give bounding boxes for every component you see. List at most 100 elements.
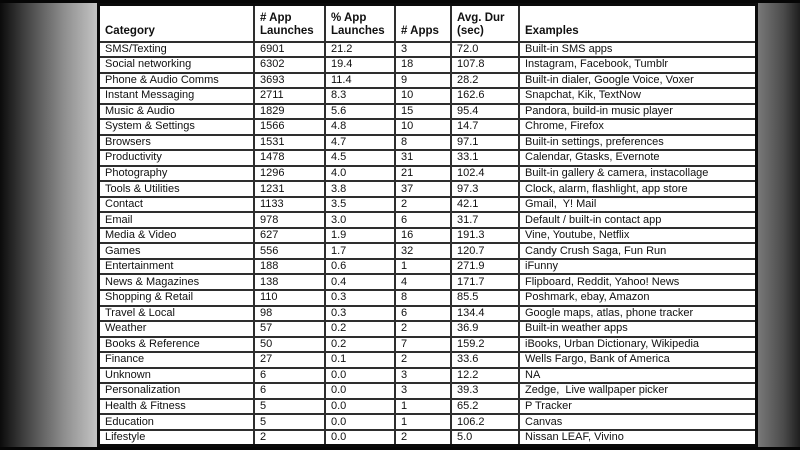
cell-num_apps: 8	[394, 289, 452, 307]
table-row: Email 978 3.0 6 31.7 Default / built-in conta…	[97, 211, 758, 229]
table-header: Category # App Launches% App Launches # Ap…	[97, 3, 758, 43]
cell-examples: Google maps, atlas, phone tracker	[518, 304, 758, 323]
cell-category: SMS/Texting	[97, 40, 255, 59]
cell-avg_dur: 134.4	[450, 304, 520, 323]
cell-category: Books & Reference	[97, 335, 255, 354]
col-header-app_launches: # App Launches	[253, 3, 326, 43]
table-row: Unknown 6 0.0 3 12.2 NA	[97, 366, 758, 385]
cell-examples: NA	[518, 366, 758, 385]
letterbox-bottom	[0, 447, 800, 450]
table-row: Finance 27 0.1 2 33.6 Wells Fargo, Bank of Am…	[97, 351, 758, 369]
cell-examples: Chrome, Firefox	[518, 118, 758, 136]
cell-app_launches: 1478	[253, 149, 326, 167]
cell-app_launches: 1231	[253, 180, 326, 198]
cell-examples: Gmail, Y! Mail	[518, 195, 758, 214]
cell-avg_dur: 102.4	[450, 164, 520, 183]
cell-app_launches: 1133	[253, 195, 326, 214]
cell-avg_dur: 106.2	[450, 413, 520, 431]
table-row: Education 5 0.0 1 106.2 Canvas	[97, 413, 758, 431]
cell-avg_dur: 33.6	[450, 351, 520, 369]
cell-examples: Default / built-in contact app	[518, 211, 758, 229]
cell-pct_launches: 4.8	[324, 118, 396, 136]
cell-avg_dur: 191.3	[450, 226, 520, 245]
cell-examples: Built-in dialer, Google Voice, Voxer	[518, 71, 758, 90]
cell-category: Media & Video	[97, 226, 255, 245]
cell-avg_dur: 271.9	[450, 257, 520, 276]
cell-num_apps: 8	[394, 133, 452, 152]
cell-examples: iBooks, Urban Dictionary, Wikipedia	[518, 335, 758, 354]
cell-category: Weather	[97, 320, 255, 338]
cell-category: Photography	[97, 164, 255, 183]
cell-pct_launches: 3.5	[324, 195, 396, 214]
cell-pct_launches: 0.0	[324, 428, 396, 447]
cell-num_apps: 32	[394, 242, 452, 260]
cell-num_apps: 3	[394, 366, 452, 385]
table-row: Media & Video 627 1.9 16 191.3 Vine, Youtube,…	[97, 226, 758, 245]
cell-examples: Canvas	[518, 413, 758, 431]
cell-pct_launches: 3.0	[324, 211, 396, 229]
table-row: Contact 1133 3.5 2 42.1 Gmail, Y! Mail	[97, 195, 758, 214]
cell-category: Unknown	[97, 366, 255, 385]
cell-num_apps: 31	[394, 149, 452, 167]
cell-avg_dur: 39.3	[450, 382, 520, 400]
cell-examples: Built-in weather apps	[518, 320, 758, 338]
cell-category: News & Magazines	[97, 273, 255, 291]
cell-num_apps: 1	[394, 397, 452, 416]
cell-num_apps: 16	[394, 226, 452, 245]
cell-category: Finance	[97, 351, 255, 369]
cell-examples: Built-in settings, preferences	[518, 133, 758, 152]
cell-num_apps: 15	[394, 102, 452, 121]
cell-category: Email	[97, 211, 255, 229]
cell-avg_dur: 120.7	[450, 242, 520, 260]
cell-app_launches: 6901	[253, 40, 326, 59]
cell-app_launches: 110	[253, 289, 326, 307]
cell-app_launches: 5	[253, 397, 326, 416]
cell-app_launches: 1531	[253, 133, 326, 152]
cell-category: Personalization	[97, 382, 255, 400]
table-row: Personalization 6 0.0 3 39.3 Zedge, Live wall…	[97, 382, 758, 400]
table-row: Entertainment 188 0.6 1 271.9 iFunny	[97, 257, 758, 276]
table-row: System & Settings 1566 4.8 10 14.7 Chrome, Fi…	[97, 118, 758, 136]
table-row: Lifestyle 2 0.0 2 5.0 Nissan LEAF, Vivino	[97, 428, 758, 447]
cell-pct_launches: 0.3	[324, 289, 396, 307]
table-row: Browsers 1531 4.7 8 97.1 Built-in settings, p…	[97, 133, 758, 152]
cell-avg_dur: 14.7	[450, 118, 520, 136]
col-header-num_apps: # Apps	[394, 3, 452, 43]
cell-app_launches: 2	[253, 428, 326, 447]
cell-pct_launches: 0.2	[324, 320, 396, 338]
cell-category: Games	[97, 242, 255, 260]
cell-avg_dur: 65.2	[450, 397, 520, 416]
table-row: Social networking 6302 19.4 18 107.8 Instagra…	[97, 56, 758, 74]
cell-app_launches: 3693	[253, 71, 326, 90]
cell-avg_dur: 159.2	[450, 335, 520, 354]
cell-category: Shopping & Retail	[97, 289, 255, 307]
cell-pct_launches: 4.5	[324, 149, 396, 167]
cell-pct_launches: 1.9	[324, 226, 396, 245]
cell-examples: Instagram, Facebook, Tumblr	[518, 56, 758, 74]
cell-pct_launches: 0.0	[324, 382, 396, 400]
cell-app_launches: 556	[253, 242, 326, 260]
table-row: Weather 57 0.2 2 36.9 Built-in weather apps	[97, 320, 758, 338]
cell-num_apps: 10	[394, 118, 452, 136]
cell-category: Social networking	[97, 56, 255, 74]
cell-app_launches: 6	[253, 382, 326, 400]
cell-num_apps: 3	[394, 40, 452, 59]
table-row: Health & Fitness 5 0.0 1 65.2 P Tracker	[97, 397, 758, 416]
cell-category: Tools & Utilities	[97, 180, 255, 198]
cell-avg_dur: 12.2	[450, 366, 520, 385]
cell-num_apps: 37	[394, 180, 452, 198]
col-header-avg_dur: Avg. Dur (sec)	[450, 3, 520, 43]
cell-app_launches: 27	[253, 351, 326, 369]
cell-num_apps: 1	[394, 413, 452, 431]
cell-pct_launches: 0.4	[324, 273, 396, 291]
cell-pct_launches: 0.6	[324, 257, 396, 276]
cell-category: Education	[97, 413, 255, 431]
cell-examples: P Tracker	[518, 397, 758, 416]
cell-app_launches: 1566	[253, 118, 326, 136]
cell-app_launches: 5	[253, 413, 326, 431]
cell-category: Browsers	[97, 133, 255, 152]
cell-pct_launches: 1.7	[324, 242, 396, 260]
cell-num_apps: 7	[394, 335, 452, 354]
cell-examples: iFunny	[518, 257, 758, 276]
cell-category: Travel & Local	[97, 304, 255, 323]
